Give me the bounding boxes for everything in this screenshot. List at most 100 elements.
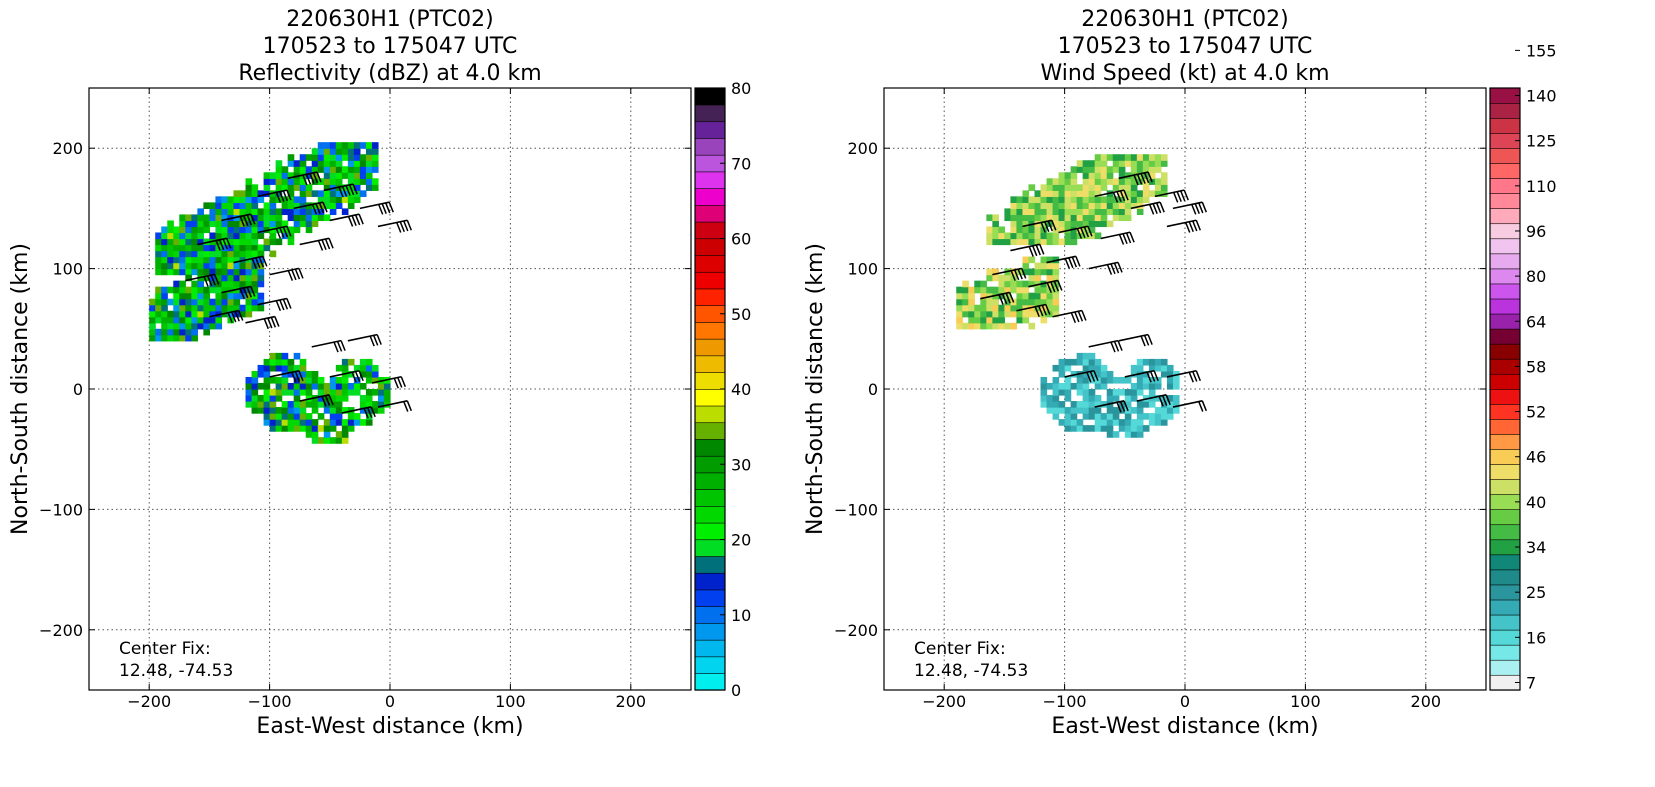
data-cell — [1046, 262, 1054, 270]
data-cell — [293, 352, 301, 360]
data-cell — [1028, 298, 1036, 306]
wind-barb-staff — [233, 255, 263, 264]
data-cell — [1070, 419, 1078, 426]
wind-barb-flag — [1047, 220, 1053, 232]
data-cell — [281, 376, 289, 384]
data-cell — [1172, 376, 1180, 384]
data-cell — [1076, 419, 1084, 426]
wind-barb — [1124, 369, 1159, 383]
y-axis-label: North-South distance (km) — [803, 243, 828, 535]
colorbar-swatch — [694, 137, 726, 156]
data-cell — [293, 389, 301, 396]
data-cell — [329, 148, 337, 155]
data-cell — [161, 322, 168, 330]
data-cell — [227, 268, 235, 276]
data-cell — [1028, 256, 1036, 264]
data-cell — [191, 232, 198, 240]
data-cell — [263, 220, 271, 228]
data-cell — [293, 401, 301, 408]
data-cell — [245, 208, 253, 216]
wind-barb-flag — [1165, 394, 1171, 406]
data-cell — [335, 142, 343, 149]
data-cell — [992, 322, 999, 330]
wind-barb-flag — [1147, 171, 1153, 183]
data-cell — [293, 208, 301, 216]
data-cell — [215, 250, 223, 258]
wind-barb — [1154, 189, 1189, 203]
colorbar-tick-label: 80 — [1526, 267, 1546, 286]
data-cell — [1010, 232, 1018, 240]
data-cell — [311, 401, 319, 408]
data-cell — [305, 389, 313, 396]
data-cell — [1112, 202, 1120, 209]
data-cell — [305, 419, 313, 426]
wind-barb-flag — [321, 396, 327, 407]
data-cell — [1154, 358, 1162, 366]
data-cell — [1160, 413, 1168, 420]
wind-barb-flag — [1017, 268, 1023, 280]
data-cell — [1058, 220, 1066, 228]
data-cell — [185, 256, 192, 264]
data-cell — [359, 370, 367, 378]
wind-barb-flag — [243, 215, 249, 226]
data-cell — [1004, 286, 1012, 294]
data-cell — [293, 220, 301, 228]
data-cell — [191, 298, 198, 306]
data-cell — [1028, 238, 1036, 246]
data-cell — [167, 268, 174, 276]
data-cell — [1040, 238, 1048, 246]
data-cell — [161, 238, 168, 246]
data-cell — [251, 274, 259, 282]
data-cell — [299, 196, 307, 203]
wind-barb — [1166, 219, 1201, 233]
data-cell — [1154, 413, 1162, 420]
wind-barb-flag — [286, 298, 292, 309]
data-cell — [1004, 310, 1012, 318]
y-tick-label: 100 — [52, 260, 83, 279]
data-cell — [1016, 280, 1024, 288]
data-cell — [221, 202, 229, 209]
data-cell — [1088, 208, 1096, 216]
data-cell — [335, 431, 343, 438]
data-cell — [239, 226, 247, 234]
data-cell — [251, 268, 259, 276]
data-cell — [233, 298, 241, 306]
colorbar-swatch — [694, 254, 726, 273]
data-cell — [1142, 425, 1150, 432]
wind-barb-flag — [298, 268, 304, 279]
data-cell — [1016, 202, 1024, 209]
wind-barb-flag — [275, 300, 282, 312]
data-cell — [1016, 238, 1024, 246]
wind-barb-staff — [1124, 369, 1155, 378]
data-cell — [341, 431, 349, 438]
wind-barb-flag — [1035, 244, 1041, 256]
data-cell — [251, 184, 259, 191]
wind-barb-flag — [372, 335, 379, 346]
wind-barb — [233, 255, 268, 269]
data-cell — [185, 238, 192, 246]
data-cell — [185, 328, 192, 336]
wind-barbs — [185, 171, 413, 419]
data-cell — [1124, 178, 1132, 185]
data-cell — [347, 389, 355, 396]
data-cell — [293, 364, 301, 372]
colorbar-tick-label: 140 — [1526, 87, 1557, 106]
data-cell — [1022, 238, 1030, 246]
data-cell — [1136, 196, 1144, 203]
colorbar-tick-label: 0 — [731, 681, 741, 700]
y-tick-label: 0 — [73, 380, 83, 399]
data-cell — [1046, 407, 1054, 414]
data-cell — [986, 238, 993, 246]
wind-barb-flag — [354, 214, 361, 226]
data-cell — [275, 395, 283, 402]
data-cell — [263, 401, 271, 408]
wind-barb-flag — [1117, 262, 1123, 273]
data-cell — [1130, 425, 1138, 432]
data-cell — [329, 419, 337, 426]
data-cell — [233, 280, 241, 288]
data-cell — [335, 190, 343, 197]
data-cell — [1118, 160, 1126, 167]
colorbar-tick-label: 25 — [1526, 583, 1546, 602]
data-cell — [986, 232, 993, 240]
data-cell — [383, 382, 391, 390]
